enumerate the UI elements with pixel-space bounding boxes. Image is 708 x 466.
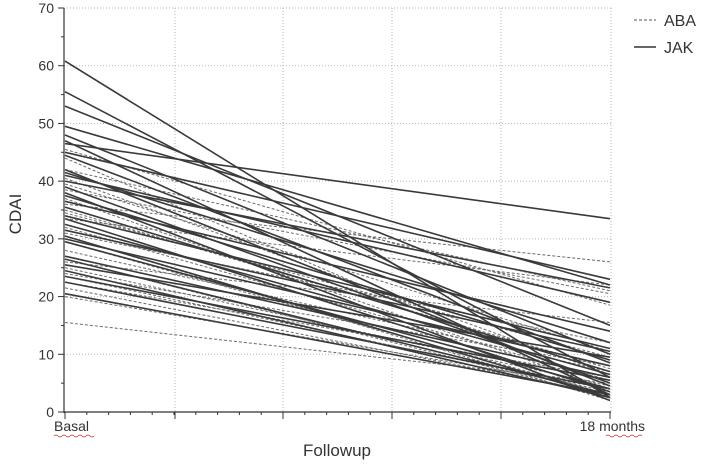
- spellcheck-underline-months: [605, 434, 643, 438]
- series-line-jak: [64, 200, 611, 332]
- series-line-jak: [64, 215, 611, 350]
- series-line-jak: [64, 139, 611, 396]
- x-axis-title: Followup: [303, 441, 371, 460]
- legend-label-jak: JAK: [664, 40, 694, 57]
- series-line-aba: [64, 267, 611, 387]
- series-line-jak: [64, 154, 611, 364]
- series-line-jak: [64, 292, 611, 396]
- y-tick-label: 70: [38, 0, 54, 16]
- series-line-jak: [64, 229, 611, 353]
- series-line-jak: [64, 269, 611, 399]
- series-line-aba: [64, 189, 611, 295]
- series-line-jak: [64, 264, 611, 358]
- series-line-aba: [64, 198, 611, 390]
- x-tick-label-basal: Basal: [54, 418, 89, 434]
- y-tick-label: 10: [38, 346, 54, 362]
- series-line-aba: [64, 157, 611, 393]
- series-line-aba: [64, 322, 611, 384]
- series-line-jak: [64, 171, 611, 344]
- series-line-aba: [64, 241, 611, 396]
- series-line-jak: [64, 151, 611, 281]
- tick-labels: 0 10 20 30 40 50 60 70 Basal 18 months: [38, 0, 645, 438]
- y-axis-title: CDAI: [6, 194, 25, 235]
- series-line-jak: [64, 174, 611, 304]
- series-line-aba: [64, 148, 611, 306]
- series-line-jak: [64, 186, 611, 384]
- y-tick-label: 50: [38, 115, 54, 131]
- y-tick-label: 40: [38, 173, 54, 189]
- series-line-jak: [64, 142, 611, 220]
- y-tick-label: 20: [38, 289, 54, 305]
- y-tick-label: 0: [46, 404, 54, 420]
- series-line-aba: [64, 249, 611, 373]
- series-line-jak: [64, 255, 611, 379]
- spellcheck-underline-basal: [53, 434, 95, 438]
- legend: ABA JAK: [634, 13, 696, 57]
- series-line-jak: [64, 281, 611, 390]
- series-line-jak: [64, 223, 611, 376]
- series-line-jak: [64, 238, 611, 367]
- series-line-aba: [64, 226, 611, 381]
- series-line-aba: [64, 261, 611, 323]
- series-line-jak: [64, 258, 611, 396]
- legend-label-aba: ABA: [664, 13, 696, 30]
- series-line-jak: [64, 191, 611, 402]
- series-line-aba: [64, 281, 611, 378]
- patient-lines: [64, 60, 611, 402]
- series-line-jak: [64, 275, 611, 382]
- series-line-jak: [64, 240, 611, 390]
- series-line-aba: [64, 232, 611, 344]
- series-line-jak: [64, 134, 611, 356]
- series-line-aba: [64, 296, 611, 390]
- series-line-aba: [64, 203, 611, 263]
- y-tick-label: 60: [38, 58, 54, 74]
- axes: [58, 7, 611, 419]
- series-line-aba: [64, 275, 611, 393]
- x-tick-label-18-months: 18 months: [580, 418, 645, 434]
- y-tick-label: 30: [38, 231, 54, 247]
- series-line-jak: [64, 180, 611, 289]
